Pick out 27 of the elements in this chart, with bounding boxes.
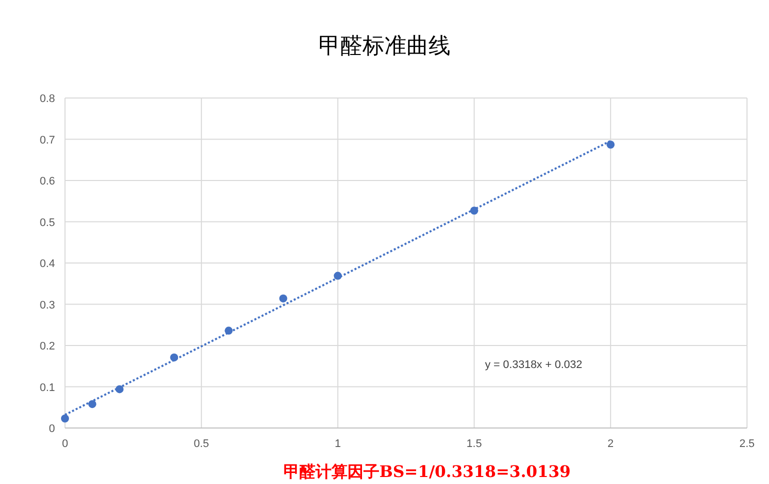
- x-tick-label: 0: [62, 438, 68, 450]
- y-tick-label: 0: [48, 423, 55, 435]
- point: [470, 206, 478, 215]
- chart-title: 甲醛标准曲线: [318, 34, 450, 59]
- point: [606, 140, 615, 149]
- point: [170, 353, 178, 362]
- y-tick-label: 0.4: [40, 258, 55, 270]
- y-tick-label: 0.3: [40, 299, 55, 312]
- point: [279, 294, 288, 302]
- x-tick-label: 0.5: [194, 438, 210, 450]
- y-tick-label: 0.2: [40, 340, 55, 352]
- y-tick-label: 0.5: [40, 216, 55, 229]
- point: [116, 385, 124, 394]
- point: [334, 272, 342, 280]
- y-tick-label: 0.6: [40, 176, 55, 188]
- point: [61, 414, 69, 423]
- annotation: y = 0.3318x + 0.032: [485, 359, 582, 371]
- point: [224, 326, 233, 335]
- y-tick-label: 0.1: [40, 382, 55, 394]
- x-tick-label: 2: [608, 438, 614, 450]
- x-tick-label: 2.5: [739, 438, 755, 450]
- y-tick-label: 0.7: [40, 134, 55, 146]
- x-tick-label: 1.5: [466, 438, 482, 450]
- x-tick-label: 1: [334, 438, 341, 450]
- point: [88, 400, 96, 408]
- y-tick-label: 0.8: [40, 93, 55, 105]
- text: 甲醛计算因子BS=1/0.3318=3.0139: [283, 462, 571, 481]
